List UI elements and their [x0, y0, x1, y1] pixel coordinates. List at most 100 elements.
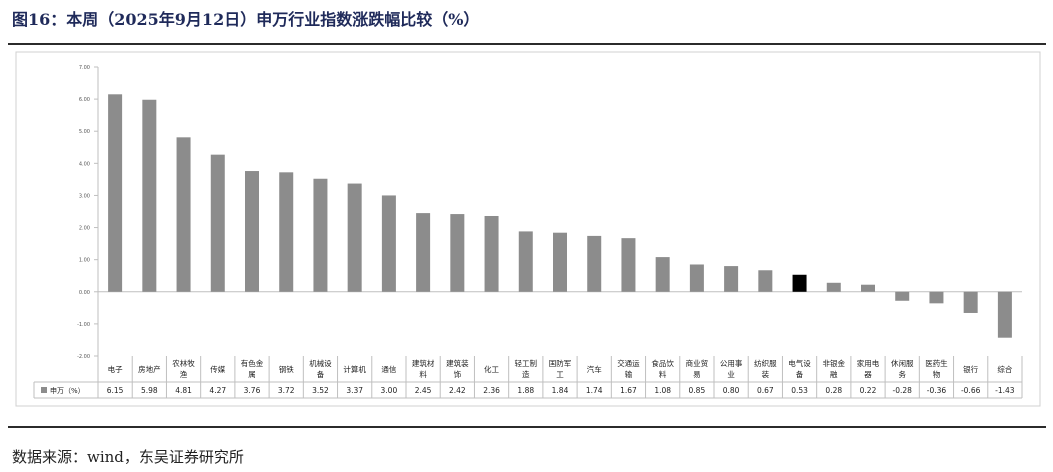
bar [724, 266, 739, 292]
legend-label: 申万（%） [50, 386, 85, 395]
data-value-label: 6.15 [107, 386, 124, 395]
data-value-label: 2.36 [483, 386, 500, 395]
x-category-label: 料 [419, 369, 427, 379]
x-category-label: 装 [762, 369, 770, 379]
bar [861, 284, 875, 292]
bar [963, 291, 978, 313]
bar [450, 214, 465, 292]
bar [210, 154, 225, 292]
x-category-label: 属 [248, 370, 256, 379]
data-value-label: 3.37 [346, 386, 363, 395]
data-value-label: 4.81 [175, 386, 192, 395]
x-category-label: 房地产 [138, 364, 161, 374]
bar [792, 274, 807, 292]
data-value-label: 1.74 [586, 386, 603, 395]
data-value-label: -0.36 [927, 386, 947, 395]
data-value-label: 1.84 [552, 386, 569, 395]
data-value-label: 3.52 [312, 386, 329, 395]
x-category-label: 公用事 [720, 358, 743, 368]
x-category-label: 业 [727, 369, 735, 379]
x-category-label: 化工 [484, 364, 499, 374]
data-value-label: -0.28 [893, 386, 913, 395]
data-value-label: 3.76 [244, 386, 261, 395]
data-value-label: 0.67 [757, 386, 774, 395]
data-value-label: 1.08 [654, 386, 671, 395]
y-tick-label: 4.00 [79, 161, 90, 167]
x-category-label: 器 [864, 370, 872, 379]
data-value-label: 0.53 [791, 386, 808, 395]
x-category-label: 食品饮 [651, 358, 674, 368]
bar [689, 264, 704, 292]
x-category-label: 纺织服 [754, 358, 777, 368]
y-tick-label: 3.00 [79, 193, 90, 199]
x-category-label: 渔 [180, 369, 188, 379]
chart-title: 图16：本周（2025年9月12日）申万行业指数涨跌幅比较（%） [12, 10, 480, 29]
bar [484, 215, 499, 292]
x-category-label: 农林牧 [172, 358, 195, 368]
bar [826, 282, 841, 292]
x-category-label: 传媒 [210, 364, 225, 374]
bar [997, 291, 1012, 338]
y-tick-label: -1.00 [77, 322, 90, 328]
bar [142, 99, 157, 292]
bar [245, 171, 259, 292]
x-category-label: 非银金 [823, 358, 846, 368]
data-value-label: 2.45 [415, 386, 432, 395]
bar [108, 94, 123, 292]
x-category-label: 有色金 [241, 358, 264, 368]
x-category-label: 料 [659, 369, 667, 379]
x-category-label: 电气设 [788, 358, 811, 368]
source-note: 数据来源：wind，东吴证券研究所 [12, 448, 244, 466]
x-category-label: 通信 [381, 364, 396, 374]
data-value-label: -0.66 [961, 386, 981, 395]
x-category-label: 银行 [963, 364, 978, 374]
x-category-label: 商业贸 [686, 358, 709, 368]
legend-swatch [41, 387, 47, 393]
plot-frame [15, 51, 1041, 407]
x-category-label: 工 [556, 370, 564, 379]
x-category-label: 造 [522, 369, 530, 379]
chart-border [15, 51, 1041, 407]
x-category-label: 家用电 [857, 358, 880, 368]
data-value-label: 0.22 [860, 386, 877, 395]
x-category-label: 钢铁 [279, 364, 294, 374]
y-tick-label: 0.00 [79, 290, 90, 296]
bar [929, 291, 944, 304]
x-category-label: 易 [693, 370, 701, 379]
x-category-label: 备 [317, 369, 325, 379]
x-category-label: 休闲服 [891, 358, 914, 368]
bar [621, 238, 636, 292]
bottom-rule [8, 426, 1046, 428]
x-category-label: 备 [796, 369, 804, 379]
x-category-label: 建筑装 [446, 358, 469, 368]
data-value-label: -1.43 [995, 386, 1015, 395]
x-category-label: 物 [933, 369, 941, 379]
data-value-label: 5.98 [141, 386, 158, 395]
x-category-label: 机械设 [309, 358, 332, 368]
bar [518, 231, 533, 292]
data-value-label: 3.72 [278, 386, 295, 395]
x-category-label: 输 [625, 369, 633, 379]
data-value-label: 3.00 [381, 386, 398, 395]
y-tick-label: 7.00 [79, 65, 90, 71]
bar [553, 232, 567, 292]
x-category-label: 务 [898, 369, 906, 379]
bar [895, 291, 910, 301]
y-tick-label: 1.00 [79, 258, 90, 264]
x-category-label: 建筑材 [412, 358, 435, 368]
top-rule [8, 43, 1046, 45]
bar [587, 235, 602, 292]
x-category-label: 轻工制 [515, 358, 538, 368]
y-tick-label: 5.00 [79, 129, 90, 135]
x-category-label: 医药生 [925, 358, 948, 368]
y-tick-label: 6.00 [79, 97, 90, 103]
bar [655, 257, 670, 292]
x-category-label: 电子 [108, 364, 123, 374]
x-category-label: 交通运 [617, 358, 640, 368]
y-tick-label: -2.00 [77, 354, 90, 360]
bar [347, 183, 362, 292]
x-category-label: 饰 [454, 369, 462, 379]
bar [313, 178, 328, 292]
